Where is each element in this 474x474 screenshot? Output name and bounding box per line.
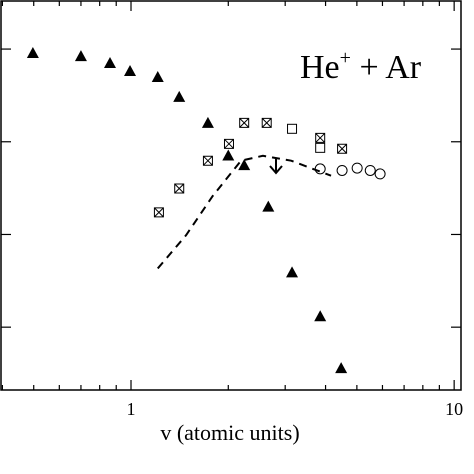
triangle-point <box>74 50 87 62</box>
crossed-square-point <box>261 117 272 128</box>
annotation-rest: + Ar <box>351 49 422 86</box>
triangle-point <box>173 90 186 102</box>
annotation-base: He <box>300 49 340 86</box>
open-circle-point <box>314 163 326 175</box>
crossed-square-point <box>174 183 185 194</box>
triangle-point <box>262 200 275 212</box>
triangle-point <box>104 57 117 69</box>
triangle-point <box>26 47 39 59</box>
x-tick-label: 1 <box>127 399 136 419</box>
annotation: He+ + Ar <box>300 47 422 86</box>
triangle-point <box>314 310 327 322</box>
triangle-point <box>238 159 251 171</box>
crossed-square-point <box>153 207 164 218</box>
crossed-square-point <box>239 117 250 128</box>
dashed-curve <box>156 154 332 270</box>
crossed-square-point <box>202 155 213 166</box>
open-circle-point <box>374 168 386 180</box>
x-axis-label: v (atomic units) <box>160 420 299 445</box>
open-circle-point <box>351 162 363 174</box>
plot-frame <box>0 0 462 391</box>
triangle-point <box>151 70 164 82</box>
crossed-square-point <box>223 138 234 149</box>
triangle-point <box>286 266 299 278</box>
crossed-square-point <box>337 143 348 154</box>
open-square-point <box>287 123 298 134</box>
crossed-square-point <box>315 132 326 143</box>
triangle-point <box>335 362 348 374</box>
open-circle-point <box>364 164 376 176</box>
annotation-sup: + <box>340 47 351 69</box>
triangle-point <box>201 116 214 128</box>
triangle-point <box>124 64 137 76</box>
open-circle-point <box>336 164 348 176</box>
x-tick-label: 10 <box>445 399 463 419</box>
arrow <box>269 158 283 175</box>
open-square-point <box>315 142 326 153</box>
triangle-point <box>222 149 235 161</box>
